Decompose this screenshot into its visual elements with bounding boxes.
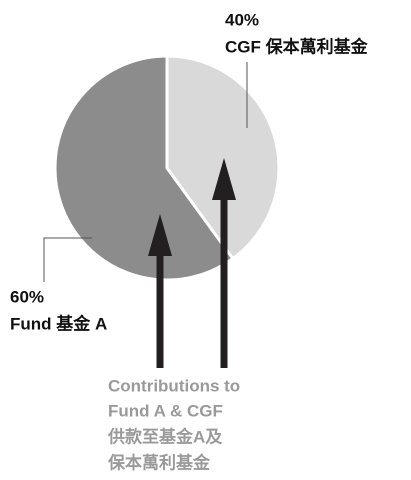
- pie: [53, 54, 281, 282]
- annotation: Contributions to: [108, 376, 240, 395]
- arrow: [212, 158, 236, 368]
- value-label: 40%: [225, 10, 259, 29]
- slice: [165, 54, 281, 261]
- slice-label: CGF 保本萬利基金: [225, 36, 369, 56]
- annotation: 保本萬利基金: [107, 452, 211, 472]
- annotation: Fund A & CGF: [108, 401, 223, 420]
- leader-line: [43, 237, 92, 282]
- slice-label: Fund 基金 A: [10, 313, 107, 333]
- arrow: [148, 214, 172, 368]
- annotation: 供款至基金A及: [107, 426, 223, 446]
- value-label: 60%: [10, 287, 44, 306]
- slice: [53, 54, 235, 282]
